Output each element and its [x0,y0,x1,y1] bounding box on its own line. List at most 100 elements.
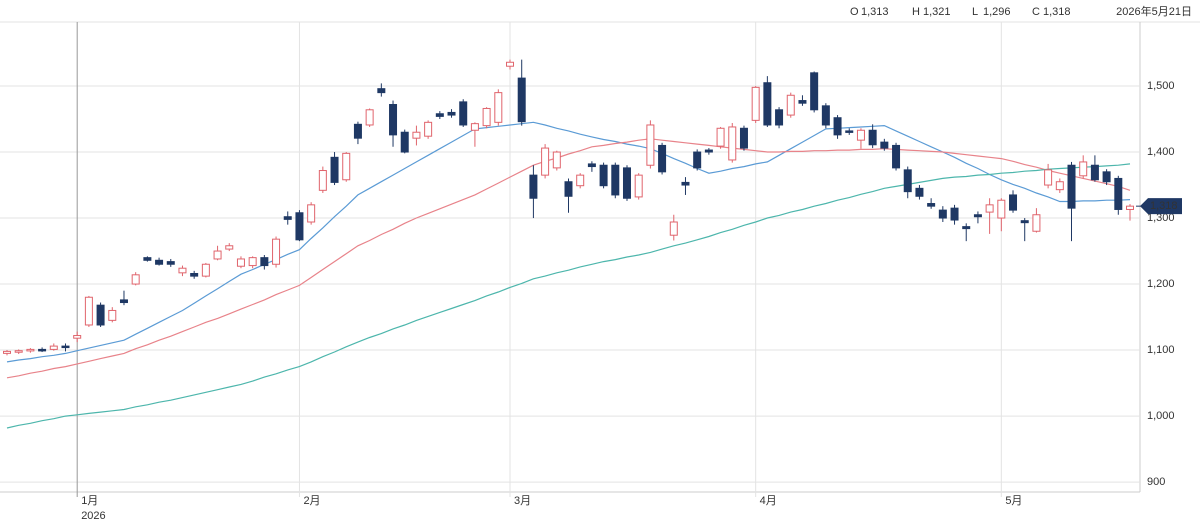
candle-body [1009,194,1018,211]
candle-body [915,187,924,197]
candle-body [681,181,690,186]
candle-body [821,105,830,126]
candle-body [564,181,573,197]
candle-body [845,130,854,133]
candle-body [470,123,479,131]
candle-body [1114,177,1123,210]
candle-body [14,350,23,353]
candle-body [447,111,456,116]
info-key: L [972,6,978,18]
candle-body [400,131,409,153]
info-value: 1,313 [861,6,889,18]
candle-body [190,272,199,277]
candle-body [973,214,982,218]
candle-body [728,126,737,161]
last-price-tag [1140,198,1182,215]
info-value: 1,318 [1043,6,1071,18]
candle-body [739,127,748,149]
candle-body [950,207,959,221]
info-value: 1,321 [923,6,951,18]
candle-body [622,167,631,199]
candle-body [365,109,374,126]
candle-body [84,296,93,326]
candle-body [73,335,82,339]
candle-body [318,170,327,191]
candle-body [3,350,11,354]
candle-body [119,299,128,304]
candle-body [903,169,912,193]
candle-body [155,259,164,265]
candle-body [1079,161,1088,177]
candle-body [1102,171,1111,183]
candle-body [342,152,351,181]
candle-body [798,100,807,104]
candle-body [634,174,643,198]
candle-body [272,238,281,265]
candle-body [108,309,117,321]
candle-body [646,124,655,166]
info-key: C [1032,6,1040,18]
candle-body [611,164,620,196]
candle-body [1032,214,1041,232]
candle-body [541,147,550,176]
candle-body [213,250,222,260]
candle-body [1044,169,1053,186]
candle-body [1067,164,1076,209]
candle-body [459,101,468,126]
candle-body [131,274,140,285]
candle-body [880,141,889,149]
candle-body [892,144,901,169]
x-tick-label: 3月 [514,495,531,507]
candle-body [763,82,772,126]
candle-body [283,216,292,220]
y-tick-label: 1,300 [1147,212,1175,224]
x-tick-label: 4月 [760,495,777,507]
y-tick-label: 1,200 [1147,278,1175,290]
x-tick-label: 2月 [303,495,320,507]
candle-body [506,61,515,67]
candle-body [377,88,386,94]
candle-body [494,92,503,123]
candle-body [856,129,865,141]
candle-body [389,104,398,136]
y-tick-label: 1,100 [1147,344,1175,356]
moving-average-line [6,163,1131,429]
candle-body [482,107,491,127]
candle-body [1055,181,1064,191]
info-key: O [850,6,859,18]
candle-body [833,117,842,136]
y-tick-label: 900 [1147,476,1165,488]
candle-body [658,144,667,173]
candle-body [248,257,257,267]
top-bar [0,0,1200,22]
candle-body [704,149,713,153]
candle-body [49,345,58,350]
candle-body [225,245,234,250]
candle-body [868,129,877,146]
candle-body [962,226,971,230]
candle-body [435,113,444,117]
candle-body [775,109,784,126]
candle-body [985,204,994,213]
candle-body [38,348,47,352]
candle-body [424,121,433,137]
moving-average-line [6,138,1131,379]
candle-body [599,164,608,187]
candle-body [810,72,819,111]
candle-body [587,163,596,168]
moving-average-line [6,121,1131,363]
candle-body [295,212,304,241]
candle-body [786,94,795,116]
candle-body [669,221,678,236]
candle-body [201,263,210,277]
y-tick-label: 1,000 [1147,410,1175,422]
candle-body [330,156,339,183]
candle-body [938,209,947,219]
last-price-label: 1,318 [1150,200,1178,212]
candle-body [412,131,421,139]
candle-body [1090,164,1099,181]
candle-body [143,257,152,261]
candle-body [517,77,526,123]
candle-body [260,257,269,267]
